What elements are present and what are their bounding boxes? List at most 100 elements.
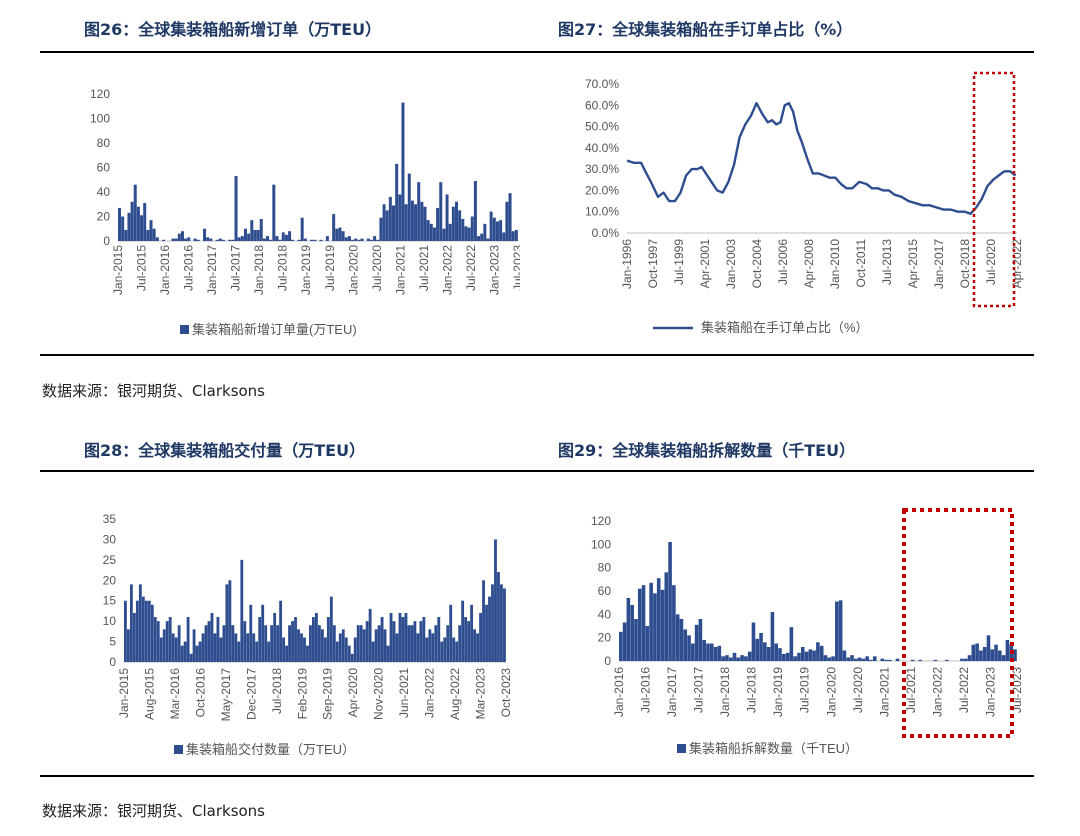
fig26-bar [373,236,377,241]
fig26-xtick-label: Jan-2023 [487,245,501,295]
fig29-bar [800,647,805,661]
fig28-bar [168,617,172,662]
fig28-bar [434,625,438,662]
fig29-bar [653,593,657,661]
fig28-chart: 0 5 10 15 20 25 30 35 Jan-2015 Aug-2015 Mar-2016 Oc… [103,512,513,757]
fig29-legend-label: 集装箱船拆解数量（千TEU） [689,741,858,756]
fig27-xtick-label: Oct-2011 [854,239,868,288]
fig28-bar [494,539,497,662]
fig26-bar [240,236,244,241]
fig26-bar [278,239,282,241]
fig28-bar [135,600,139,662]
fig26-bar [410,200,414,241]
fig27-xtick-label: Jan-2010 [828,239,842,289]
fig28-bar [216,617,220,662]
fig29-bar [960,658,964,661]
fig26-bar [155,237,159,241]
fig26-bar [379,217,383,241]
fig26-bar [401,102,405,241]
fig26-bar [338,227,342,241]
fig28-bar [195,645,199,662]
fig27-xtick-label: Apr-2015 [906,239,920,289]
fig28-xtick-label: Jan-2015 [117,668,131,718]
fig29-bar [819,645,824,661]
fig27-legend-label: 集装箱船在手订单占比（%） [701,320,869,335]
fig29-bar [713,647,718,661]
fig26-bar [187,237,191,241]
fig26-bar [130,201,134,241]
fig28-bar [210,612,214,662]
fig28-ytick-label: 10 [103,614,117,628]
fig26-bar [218,238,222,241]
fig26-bar [215,239,219,241]
fig27-title: 图27：全球集装箱船在手订单占比（%） [558,20,853,39]
fig26-xtick-label: Jan-2020 [346,245,360,295]
fig29-bar [944,659,949,661]
fig27-xtick-label: Apr-2022 [1010,239,1024,289]
fig29-bar [683,629,688,661]
fig29-bar [744,656,748,661]
fig26-bar [492,217,496,241]
fig28-bar [189,653,193,662]
fig27-xtick-label: Oct-2018 [958,239,972,289]
fig26-bar [458,210,462,241]
fig28-bar [335,641,339,662]
fig29-bar [709,643,714,661]
fig29-bar [766,647,771,661]
fig28-bar [383,629,387,662]
fig29-bar [812,650,816,661]
fig29-ytick-label: 100 [591,537,611,551]
fig28-bar [153,617,157,662]
fig26-bar [414,204,418,241]
fig28-bar [150,604,154,662]
fig26-bar [477,236,481,241]
fig28-bar [228,580,232,662]
fig29-bar [675,614,680,661]
fig26-bar [140,215,144,241]
fig28-bar [470,604,474,662]
fig28-bar [159,637,163,662]
fig28-bar [276,625,280,662]
fig29-ytick-label: 40 [598,607,612,621]
fig29-bar [668,542,672,661]
fig29-bar [793,656,797,661]
fig28-bar [320,629,324,662]
fig29-xtick-label: Jul-2018 [745,667,759,713]
fig26-bar [436,207,440,241]
fig26-bar [313,239,317,241]
top-rule [40,51,1034,53]
fig27-xtick-label: Jul-1999 [672,239,686,285]
fig29-bar [880,658,885,661]
fig27-series-line [626,102,1017,216]
fig28-bar [165,621,169,662]
fig26-xtick-label: Jan-2017 [205,245,219,295]
fig29-bar [979,650,983,661]
fig26-bar [319,239,323,241]
fig28-bar [180,645,184,662]
fig29-bar [770,612,775,661]
fig29-bar [740,655,744,661]
fig26-bar [300,217,304,241]
fig26-bar [231,239,235,241]
fig28-bar [171,633,175,662]
fig28-bar [371,641,375,662]
fig28-bar [249,604,253,662]
fig28-ytick-label: 25 [103,553,117,567]
fig28-xtick-label: May-2017 [219,668,233,722]
fig28-bar [237,641,241,662]
fig26-bar [470,216,474,241]
fig29-bar [986,635,991,661]
fig26-bar [388,196,392,241]
fig28-xtick-label: Feb-2019 [295,668,309,720]
fig28-bar [374,629,378,662]
fig28-bar [413,621,417,662]
fig26-xtick-label: Jan-2015 [111,245,125,295]
fig26-bar [369,239,373,241]
fig26-bar [162,239,166,241]
fig26-ytick-label: 100 [90,112,110,126]
fig29-bar [679,619,684,661]
fig26-bar [442,228,446,241]
fig28-bar [395,633,399,662]
fig28-bar [503,588,506,662]
fig27-xtick-label: Jan-2017 [932,239,946,289]
